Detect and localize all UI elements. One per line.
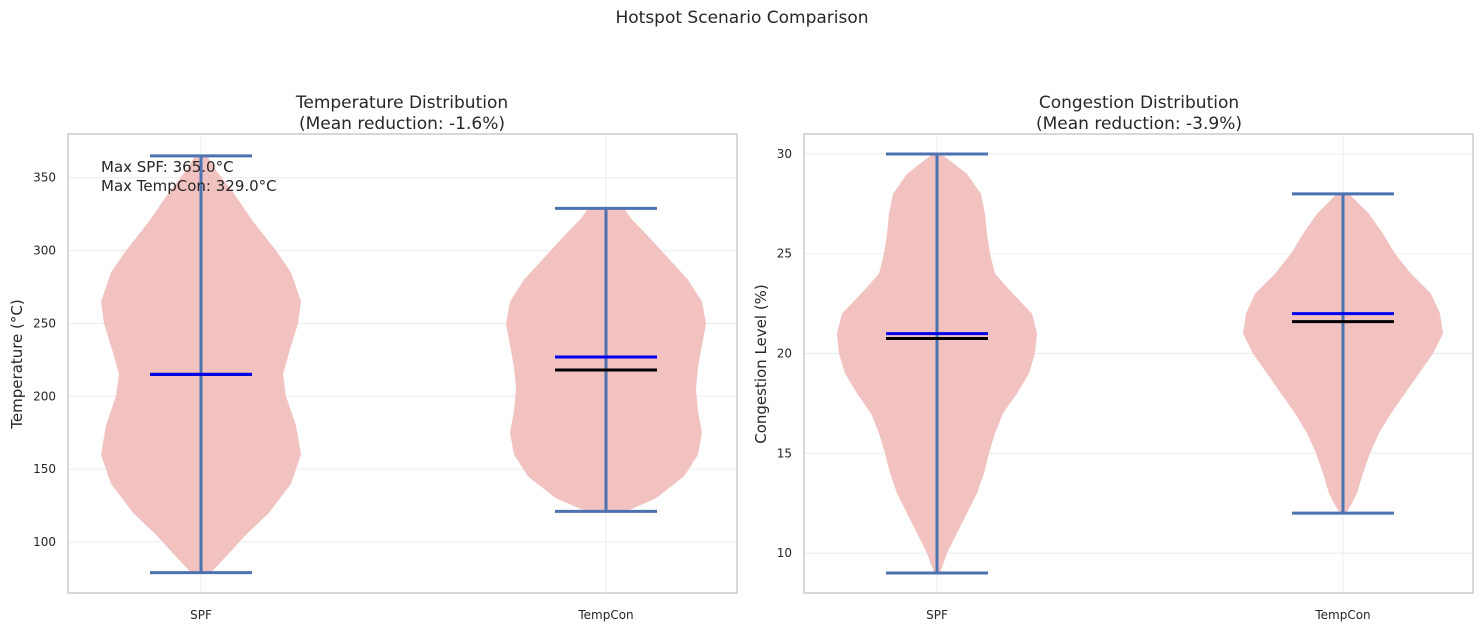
temperature-x-tick-label: SPF bbox=[190, 608, 212, 622]
congestion-x-tick-label: SPF bbox=[926, 608, 948, 622]
temperature-y-tick-label: 250 bbox=[33, 316, 56, 330]
temperature-x-tick-label: TempCon bbox=[577, 608, 633, 622]
congestion-x-ticks: SPF TempCon bbox=[926, 608, 1371, 622]
congestion-plot-frame bbox=[803, 133, 1474, 594]
temperature-title-line2: (Mean reduction: -1.6%) bbox=[299, 114, 505, 134]
congestion-y-ticks: 10 15 20 25 30 bbox=[777, 147, 792, 560]
figure-suptitle: Hotspot Scenario Comparison bbox=[615, 8, 868, 28]
congestion-x-tick-label: TempCon bbox=[1314, 608, 1370, 622]
congestion-y-tick-label: 15 bbox=[777, 446, 792, 460]
temperature-annotation-max-tempcon: Max TempCon: 329.0°C bbox=[101, 177, 277, 195]
congestion-panel: Congestion Distribution (Mean reduction:… bbox=[752, 93, 1474, 622]
temperature-plot-frame bbox=[67, 133, 738, 594]
temperature-y-tick-label: 300 bbox=[33, 244, 56, 258]
temperature-violins bbox=[101, 154, 706, 575]
congestion-violins bbox=[837, 152, 1443, 575]
congestion-title-line1: Congestion Distribution bbox=[1039, 93, 1239, 113]
temperature-y-tick-label: 200 bbox=[33, 389, 56, 403]
congestion-y-tick-label: 20 bbox=[777, 347, 792, 361]
temperature-annotation-max-spf: Max SPF: 365.0°C bbox=[101, 158, 234, 176]
congestion-y-tick-label: 10 bbox=[777, 546, 792, 560]
temperature-x-ticks: SPF TempCon bbox=[190, 608, 634, 622]
congestion-y-tick-label: 30 bbox=[777, 147, 792, 161]
temperature-title-line1: Temperature Distribution bbox=[295, 93, 508, 113]
temperature-panel: Temperature Distribution (Mean reduction… bbox=[8, 93, 738, 622]
temperature-y-axis-label: Temperature (°C) bbox=[8, 299, 26, 429]
congestion-title-line2: (Mean reduction: -3.9%) bbox=[1036, 114, 1242, 134]
congestion-y-axis-label: Congestion Level (%) bbox=[752, 284, 770, 444]
temperature-y-ticks: 100 150 200 250 300 350 bbox=[33, 171, 56, 549]
temperature-y-tick-label: 350 bbox=[33, 171, 56, 185]
temperature-y-tick-label: 100 bbox=[33, 535, 56, 549]
congestion-y-tick-label: 25 bbox=[777, 247, 792, 261]
temperature-y-tick-label: 150 bbox=[33, 462, 56, 476]
